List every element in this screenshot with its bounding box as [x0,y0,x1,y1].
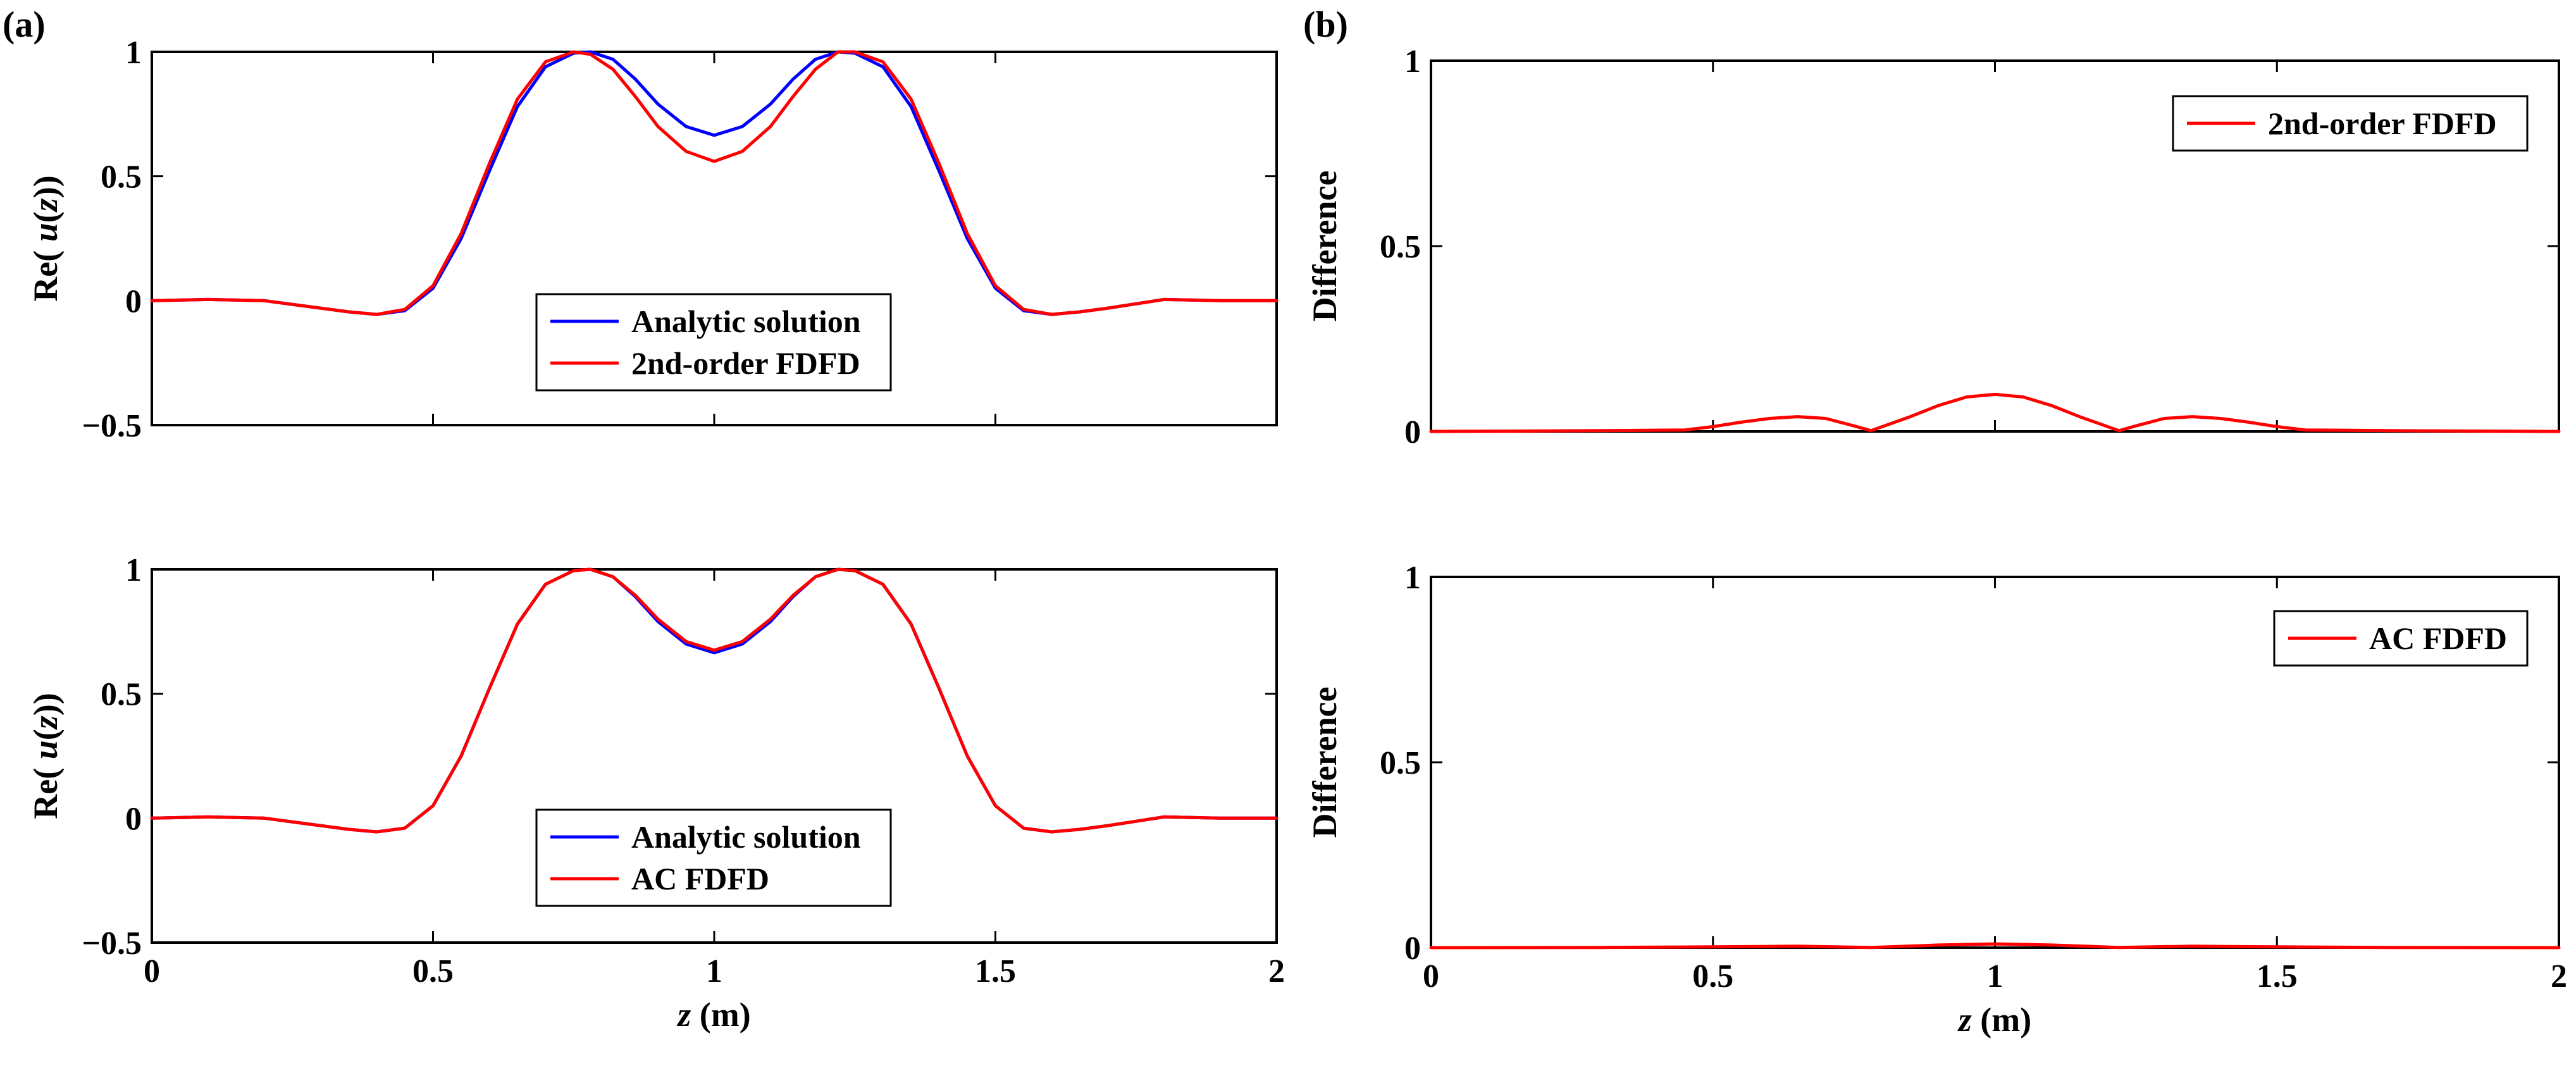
y-tick-label: 0 [1404,414,1421,450]
x-tick-label: 1 [706,953,722,989]
x-tick-label: 0.5 [1692,958,1733,994]
y-axis-label: Re( u(z)) [27,175,65,301]
x-tick-label: 1 [1987,958,2003,994]
series-line-ac-fdfd [1429,942,2561,950]
legend: 2nd-order FDFD [2172,95,2529,152]
y-axis-label: Difference [1306,171,1344,322]
legend-box [535,808,892,907]
x-tick-label: 2 [2551,958,2567,994]
x-tick-label: 1.5 [2257,958,2298,994]
legend-label: AC FDFD [631,861,769,896]
x-tick-label: 1.5 [975,953,1016,989]
x-tick-label: 0 [144,953,160,989]
y-tick-label: 0.5 [101,159,142,195]
chart-b-top: 0 0.5 1 Difference 2nd-order FDFD [1306,44,2561,450]
legend: Analytic solution 2nd-order FDFD [535,293,892,392]
legend-label: Analytic solution [631,304,861,339]
legend-label: 2nd-order FDFD [631,345,860,381]
y-tick-label: 0 [125,801,142,837]
y-tick-label: 0.5 [1380,229,1421,265]
y-tick-label: 1 [125,35,142,71]
series-line-ac-fdfd [150,567,1279,834]
y-axis-label: Difference [1306,687,1344,838]
y-tick-label: 1 [125,552,142,588]
x-axis-label: z (m) [1957,1001,2031,1039]
y-tick-label: 0 [125,283,142,319]
x-tick-label: 0.5 [412,953,454,989]
series-line-analytic-solution [150,50,1279,316]
x-tick-label: 2 [1268,953,1285,989]
panel-label-b: (b) [1303,4,1348,45]
y-tick-label: 1 [1404,44,1421,80]
legend-label: AC FDFD [2369,621,2507,656]
y-tick-label: 1 [1404,560,1421,596]
y-tick-label: −0.5 [82,408,142,444]
series-line-2nd-order-fdfd [150,50,1279,316]
legend: AC FDFD [2273,610,2529,667]
panel-label-a: (a) [3,4,46,45]
y-axis-label: Re( u(z)) [27,693,65,819]
chart-a-top: −0.5 0 0.5 1 Re( u(z)) Analytic solution 2nd-o… [27,35,1279,444]
legend-label: 2nd-order FDFD [2268,106,2497,141]
x-axis-label: z (m) [676,996,750,1034]
series-line-2nd-order-fdfd [1429,392,2561,433]
y-tick-label: −0.5 [82,926,142,962]
y-tick-label: 0 [1404,931,1421,967]
x-tick-label: 0 [1423,958,1439,994]
legend: Analytic solution AC FDFD [535,808,892,907]
y-tick-label: 0.5 [101,677,142,713]
legend-label: Analytic solution [631,819,861,855]
chart-b-bottom: 0 0.5 1 1.5 2 0 0.5 1 Difference z (m) AC FDFD [1306,560,2567,1039]
legend-box [535,293,892,392]
series-line-analytic-solution [150,567,1279,834]
y-tick-label: 0.5 [1380,745,1421,781]
